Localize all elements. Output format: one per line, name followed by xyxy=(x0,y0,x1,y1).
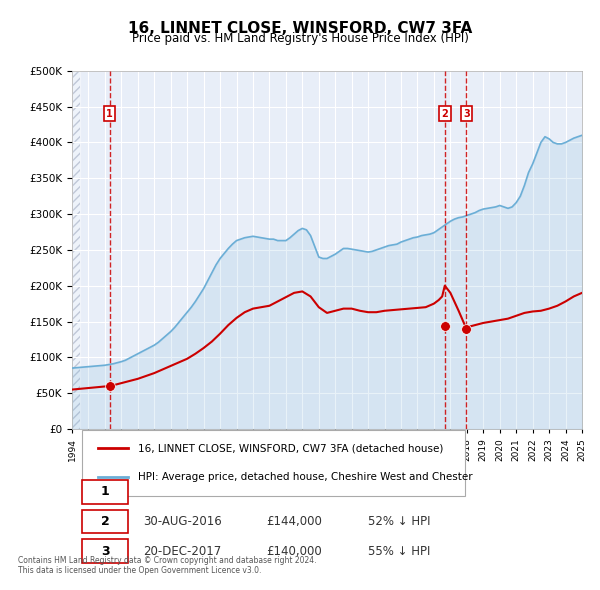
Text: HPI: Average price, detached house, Cheshire West and Chester: HPI: Average price, detached house, Ches… xyxy=(139,472,473,481)
FancyBboxPatch shape xyxy=(82,510,128,533)
Text: 31% ↓ HPI: 31% ↓ HPI xyxy=(368,485,430,498)
Text: 1: 1 xyxy=(101,485,110,498)
Text: £59,950: £59,950 xyxy=(266,485,314,498)
Bar xyxy=(72,71,80,429)
Text: 2: 2 xyxy=(101,515,110,528)
FancyBboxPatch shape xyxy=(82,480,128,504)
Text: Price paid vs. HM Land Registry's House Price Index (HPI): Price paid vs. HM Land Registry's House … xyxy=(131,32,469,45)
Text: 16, LINNET CLOSE, WINSFORD, CW7 3FA (detached house): 16, LINNET CLOSE, WINSFORD, CW7 3FA (det… xyxy=(139,443,443,453)
Text: 2: 2 xyxy=(442,109,448,119)
FancyBboxPatch shape xyxy=(82,431,465,496)
Bar xyxy=(72,71,80,429)
Text: £140,000: £140,000 xyxy=(266,545,322,558)
Text: 55% ↓ HPI: 55% ↓ HPI xyxy=(368,545,430,558)
Text: 19-APR-1996: 19-APR-1996 xyxy=(143,485,220,498)
Text: 1: 1 xyxy=(106,109,113,119)
Text: 16, LINNET CLOSE, WINSFORD, CW7 3FA: 16, LINNET CLOSE, WINSFORD, CW7 3FA xyxy=(128,21,472,35)
Text: 3: 3 xyxy=(463,109,470,119)
Text: 52% ↓ HPI: 52% ↓ HPI xyxy=(368,515,430,528)
FancyBboxPatch shape xyxy=(82,539,128,563)
Text: 3: 3 xyxy=(101,545,109,558)
Text: 20-DEC-2017: 20-DEC-2017 xyxy=(143,545,221,558)
Text: Contains HM Land Registry data © Crown copyright and database right 2024.
This d: Contains HM Land Registry data © Crown c… xyxy=(18,556,317,575)
Text: £144,000: £144,000 xyxy=(266,515,322,528)
Text: 30-AUG-2016: 30-AUG-2016 xyxy=(143,515,222,528)
